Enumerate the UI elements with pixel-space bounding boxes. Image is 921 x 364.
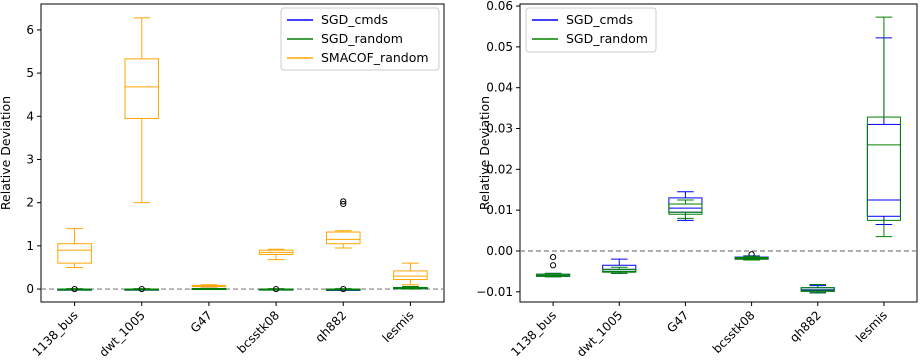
y-tick-label: 0.06 — [486, 0, 513, 13]
y-tick-label: 4 — [26, 109, 34, 123]
axes-frame — [519, 3, 918, 303]
axes-frame — [40, 3, 445, 303]
y-tick-label: 5 — [26, 66, 34, 80]
iqr-box — [602, 268, 637, 273]
y-tick-label: 6 — [26, 23, 34, 37]
right-box-plot: −0.01 0.00 0.01 0.02 0.03 0.04 0.05 0.06 1138_bu… — [476, 0, 918, 360]
box-SGD_random-bcsstk08 — [734, 255, 769, 261]
outlier-point — [549, 262, 557, 269]
y-tick-label: 0.02 — [486, 162, 513, 176]
x-tick-label: G47 — [664, 308, 691, 335]
box-SGD_random-G47 — [668, 199, 703, 219]
iqr-box — [393, 270, 428, 281]
box-SGD_random-lesmis — [866, 16, 901, 238]
box-SMACOF_random-bcsstk08 — [258, 248, 294, 261]
legend-frame — [280, 7, 440, 71]
outlier-point — [340, 285, 347, 293]
box-SGD_random-dwt_1005 — [602, 266, 637, 274]
series-SGD_random — [57, 285, 428, 293]
iqr-box — [124, 58, 160, 119]
legend-label-SMACOF_random: SMACOF_random — [321, 50, 429, 65]
iqr-box — [800, 287, 835, 292]
box-SMACOF_random-1138_bus — [57, 228, 92, 268]
series-SGD_cmds — [536, 37, 901, 294]
x-tick-label: 1138_bus — [30, 308, 81, 359]
left-box-plot: 0 1 2 3 4 5 6 1138_bus dwt_1005 G47 bcsstk08 qh882 l… — [0, 3, 445, 360]
x-tick-label: dwt_1005 — [574, 308, 625, 359]
x-tick-label: bcsstk08 — [234, 308, 282, 356]
y-tick-label: 0.01 — [486, 203, 513, 217]
y-tick-label: 0.04 — [486, 81, 513, 95]
outlier-point — [71, 285, 78, 293]
outlier-point — [340, 198, 347, 205]
x-tick-label: qh882 — [787, 308, 824, 345]
iqr-box — [325, 231, 361, 245]
box-SMACOF_random-qh882 — [325, 198, 361, 249]
y-tick-label: 0.03 — [486, 122, 513, 136]
iqr-box — [866, 123, 901, 217]
box-SMACOF_random-dwt_1005 — [124, 17, 160, 204]
y-tick-label: 0.05 — [486, 40, 513, 54]
legend-frame — [525, 7, 657, 53]
x-tick-label: G47 — [188, 308, 215, 335]
box-SGD_random-G47 — [191, 287, 227, 291]
y-tick-label: 0 — [26, 282, 34, 296]
y-tick-label: 3 — [26, 152, 34, 166]
box-SGD_random-bcsstk08 — [258, 285, 294, 293]
box-SGD_random-dwt_1005 — [124, 285, 160, 293]
legend-label-SGD_random: SGD_random — [566, 31, 648, 46]
outlier-point — [340, 200, 347, 208]
y-tick-label: 2 — [26, 196, 34, 210]
series-SMACOF_random — [57, 17, 428, 288]
legend: SGD_cmds SGD_random — [525, 7, 657, 53]
box-SGD_random-1138_bus — [57, 285, 92, 293]
iqr-box — [57, 243, 92, 264]
x-tick-label: lesmis — [853, 308, 890, 345]
iqr-box — [866, 116, 901, 221]
legend-label-SGD_cmds: SGD_cmds — [321, 12, 388, 27]
box-SGD_random-qh882 — [325, 285, 361, 293]
iqr-box — [668, 203, 703, 215]
outlier-point — [272, 285, 280, 293]
x-tick-label: dwt_1005 — [96, 308, 147, 359]
series-SGD_random — [536, 16, 901, 294]
outlier-point — [549, 253, 557, 261]
outlier-point — [138, 285, 145, 293]
y-axis-label: Relative Deviation — [477, 96, 492, 210]
box-SGD_random-1138_bus — [536, 272, 571, 278]
x-tick-label: bcsstk08 — [710, 308, 758, 356]
box-SMACOF_random-lesmis — [393, 262, 428, 286]
box-SGD_random-qh882 — [800, 283, 835, 294]
box-SGD_random-lesmis — [393, 285, 428, 290]
box-SMACOF_random-G47 — [191, 284, 227, 288]
y-tick-label: 0.00 — [486, 244, 513, 258]
legend-label-SGD_random: SGD_random — [321, 31, 403, 46]
legend: SGD_cmds SGD_random SMACOF_random — [280, 7, 440, 71]
x-tick-label: lesmis — [380, 308, 417, 345]
legend-label-SGD_cmds: SGD_cmds — [566, 12, 633, 27]
y-tick-label: −0.01 — [476, 285, 513, 299]
y-axis-label: Relative Deviation — [0, 96, 13, 210]
x-tick-label: qh882 — [313, 308, 350, 345]
y-tick-label: 1 — [26, 239, 34, 253]
x-tick-label: 1138_bus — [508, 308, 559, 359]
